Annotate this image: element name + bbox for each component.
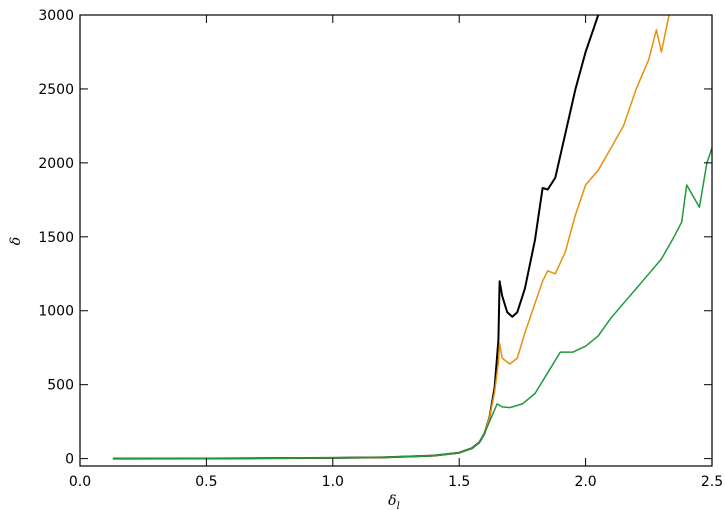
series-layer xyxy=(112,14,713,460)
series-line-0 xyxy=(112,14,600,460)
y-ticks: 0 500 1000 1500 2000 2500 3000 xyxy=(38,8,712,468)
x-axis-label: δl xyxy=(388,493,400,510)
x-tick-label: 2.0 xyxy=(574,474,596,490)
y-tick-label: 2000 xyxy=(38,156,74,172)
x-tick-label: 1.0 xyxy=(322,474,344,490)
x-tick-label: 2.5 xyxy=(701,474,723,490)
y-tick-label: 2500 xyxy=(38,82,74,98)
x-tick-label: 1.5 xyxy=(448,474,470,490)
x-axis-label-subscript: l xyxy=(397,501,400,510)
plot-frame xyxy=(79,14,713,467)
y-tick-label: 500 xyxy=(47,378,74,394)
y-tick-label: 1000 xyxy=(38,304,74,320)
y-tick-label: 1500 xyxy=(38,230,74,246)
series-line-1 xyxy=(112,14,670,460)
series-line-2 xyxy=(112,147,713,460)
x-ticks: 0.0 0.5 1.0 1.5 2.0 2.5 xyxy=(69,15,723,490)
y-tick-label: 0 xyxy=(65,452,74,468)
x-tick-label: 0.0 xyxy=(69,474,91,490)
x-tick-label: 0.5 xyxy=(195,474,217,490)
y-axis-label: δ xyxy=(8,237,24,245)
y-tick-label: 3000 xyxy=(38,8,74,24)
